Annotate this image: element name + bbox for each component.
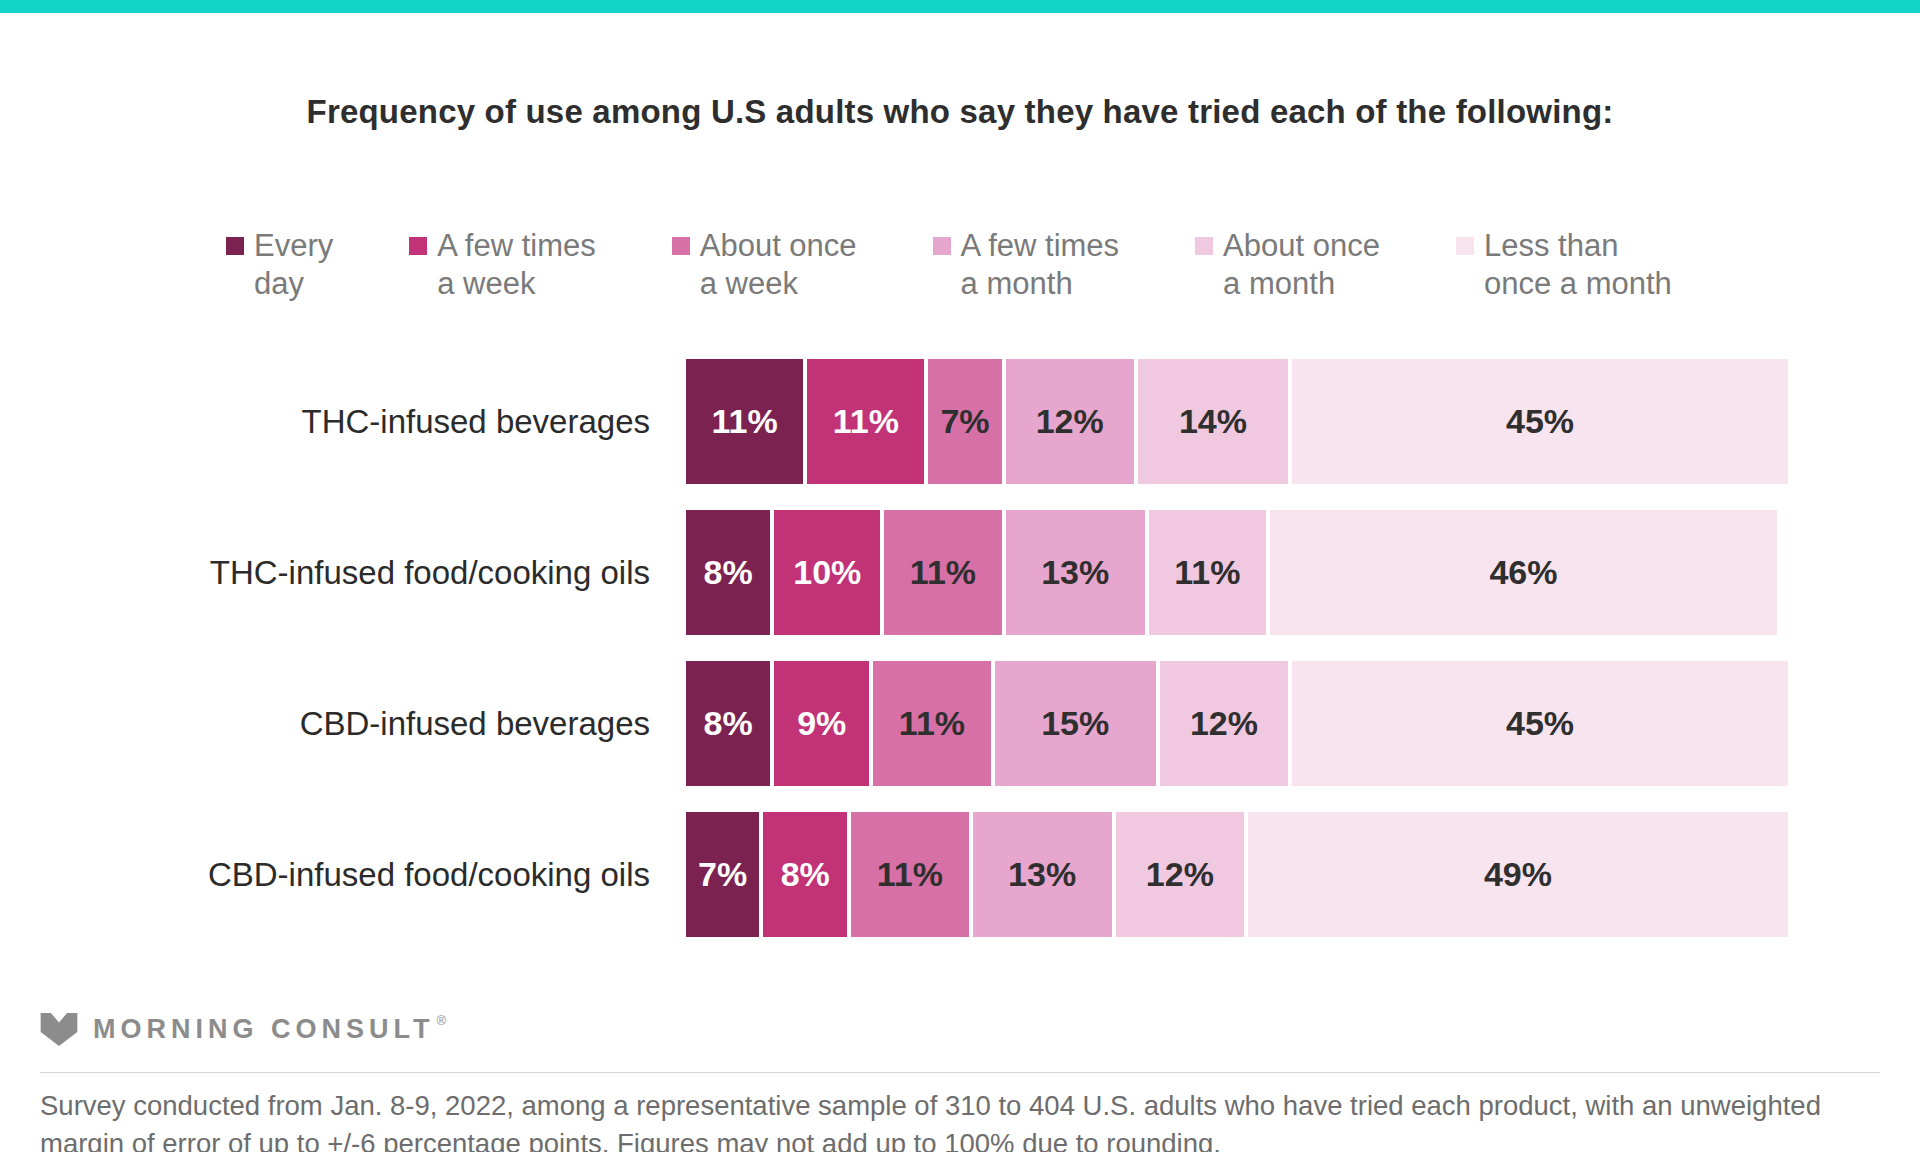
value-label: 45% bbox=[1506, 402, 1574, 441]
value-label: 15% bbox=[1041, 704, 1109, 743]
survey-note: Survey conducted from Jan. 8-9, 2022, am… bbox=[40, 1087, 1890, 1152]
bar-segment: 7% bbox=[686, 812, 763, 937]
category-label: CBD-infused food/cooking oils bbox=[0, 856, 650, 894]
stacked-bar: 8% 9% 11% 15% 12% 45% bbox=[686, 661, 1788, 786]
value-label: 12% bbox=[1190, 704, 1258, 743]
legend-label: A few timesa month bbox=[961, 227, 1120, 303]
legend-label: About oncea week bbox=[700, 227, 857, 303]
category-label: THC-infused food/cooking oils bbox=[0, 554, 650, 592]
value-label: 9% bbox=[797, 704, 846, 743]
value-label: 7% bbox=[698, 855, 747, 894]
legend-label: A few timesa week bbox=[437, 227, 596, 303]
bar-segment: 8% bbox=[763, 812, 851, 937]
bar-segment: 14% bbox=[1138, 359, 1292, 484]
legend-label: About oncea month bbox=[1223, 227, 1380, 303]
brand-name: MORNING CONSULT bbox=[93, 1014, 434, 1045]
value-label: 11% bbox=[833, 402, 899, 441]
legend-item: About oncea week bbox=[672, 227, 857, 303]
bar-segment: 13% bbox=[1006, 510, 1149, 635]
legend-swatch-icon bbox=[672, 237, 690, 255]
value-label: 11% bbox=[910, 553, 976, 592]
bar-segment: 15% bbox=[995, 661, 1160, 786]
bar-segment: 11% bbox=[807, 359, 928, 484]
morning-consult-mark-icon bbox=[40, 1013, 78, 1046]
bar-segment: 9% bbox=[774, 661, 873, 786]
value-label: 11% bbox=[712, 402, 778, 441]
bar-segment: 13% bbox=[973, 812, 1116, 937]
value-label: 12% bbox=[1146, 855, 1214, 894]
value-label: 13% bbox=[1008, 855, 1076, 894]
value-label: 11% bbox=[1174, 553, 1240, 592]
registered-mark-icon: ® bbox=[436, 1013, 446, 1028]
chart-row: THC-infused food/cooking oils 8% 10% 11% 13%… bbox=[0, 510, 1920, 635]
chart-row: CBD-infused beverages 8% 9% 11% 15% 12% 45% bbox=[0, 661, 1920, 786]
stacked-bar-chart: THC-infused beverages11%11%7%12%14%45%TH… bbox=[0, 359, 1920, 937]
legend-label: Everyday bbox=[254, 227, 333, 303]
bar-segment: 11% bbox=[851, 812, 972, 937]
stacked-bar: 11% 11% 7% 12% 14% 45% bbox=[686, 359, 1788, 484]
bar-segment: 45% bbox=[1292, 359, 1788, 484]
bar-segment: 45% bbox=[1292, 661, 1788, 786]
legend-item: A few timesa week bbox=[409, 227, 596, 303]
value-label: 49% bbox=[1484, 855, 1552, 894]
brand-logo: MORNING CONSULT ® bbox=[40, 1013, 1920, 1046]
legend-swatch-icon bbox=[933, 237, 951, 255]
category-label: CBD-infused beverages bbox=[0, 705, 650, 743]
bar-segment: 12% bbox=[1116, 812, 1248, 937]
stacked-bar: 7% 8% 11% 13% 12% 49% bbox=[686, 812, 1788, 937]
bar-segment: 11% bbox=[884, 510, 1005, 635]
bar-segment: 8% bbox=[686, 661, 774, 786]
value-label: 12% bbox=[1036, 402, 1104, 441]
legend-swatch-icon bbox=[1456, 237, 1474, 255]
value-label: 7% bbox=[940, 402, 989, 441]
value-label: 45% bbox=[1506, 704, 1574, 743]
chart-title: Frequency of use among U.S adults who sa… bbox=[0, 93, 1920, 131]
top-accent-bar bbox=[0, 0, 1920, 13]
value-label: 14% bbox=[1179, 402, 1247, 441]
bar-segment: 11% bbox=[1149, 510, 1270, 635]
value-label: 13% bbox=[1041, 553, 1109, 592]
legend-item: Less thanonce a month bbox=[1456, 227, 1672, 303]
bar-segment: 11% bbox=[686, 359, 807, 484]
category-label: THC-infused beverages bbox=[0, 403, 650, 441]
bar-segment: 8% bbox=[686, 510, 774, 635]
legend-item: Everyday bbox=[226, 227, 333, 303]
value-label: 8% bbox=[781, 855, 830, 894]
legend-label: Less thanonce a month bbox=[1484, 227, 1672, 303]
bar-segment: 7% bbox=[928, 359, 1005, 484]
chart-row: CBD-infused food/cooking oils 7% 8% 11% 13% 1… bbox=[0, 812, 1920, 937]
bar-segment: 12% bbox=[1160, 661, 1292, 786]
footer: MORNING CONSULT ® Survey conducted from … bbox=[40, 1013, 1920, 1152]
value-label: 46% bbox=[1489, 553, 1557, 592]
legend: Everyday A few timesa week About oncea wee… bbox=[226, 227, 1920, 303]
legend-item: About oncea month bbox=[1195, 227, 1380, 303]
value-label: 8% bbox=[704, 553, 753, 592]
legend-swatch-icon bbox=[226, 237, 244, 255]
bar-segment: 11% bbox=[873, 661, 994, 786]
bar-segment: 12% bbox=[1006, 359, 1138, 484]
legend-swatch-icon bbox=[1195, 237, 1213, 255]
legend-item: A few timesa month bbox=[933, 227, 1120, 303]
value-label: 11% bbox=[877, 855, 943, 894]
bar-segment: 10% bbox=[774, 510, 884, 635]
value-label: 8% bbox=[704, 704, 753, 743]
bar-segment: 49% bbox=[1248, 812, 1788, 937]
value-label: 10% bbox=[793, 553, 861, 592]
stacked-bar: 8% 10% 11% 13% 11% 46% bbox=[686, 510, 1788, 635]
bar-segment: 46% bbox=[1270, 510, 1777, 635]
legend-swatch-icon bbox=[409, 237, 427, 255]
chart-row: THC-infused beverages 11% 11% 7% 12% 14% 45% bbox=[0, 359, 1920, 484]
divider bbox=[40, 1072, 1880, 1073]
value-label: 11% bbox=[899, 704, 965, 743]
